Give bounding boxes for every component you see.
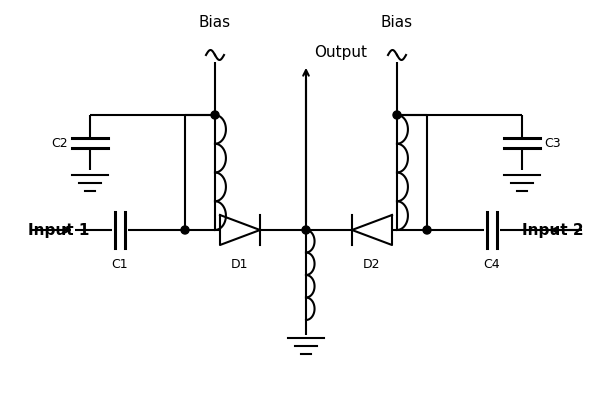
Text: C4: C4 [483,258,501,271]
Text: Bias: Bias [199,15,231,30]
Circle shape [211,111,219,119]
Text: Input 1: Input 1 [28,223,89,238]
Text: Bias: Bias [381,15,413,30]
Circle shape [423,226,431,234]
Circle shape [181,226,189,234]
Text: C1: C1 [111,258,129,271]
Text: D2: D2 [364,258,381,271]
Circle shape [302,226,310,234]
Text: Input 2: Input 2 [523,223,584,238]
Text: D1: D1 [231,258,248,271]
Text: Output: Output [314,45,367,60]
Text: C2: C2 [51,136,68,149]
Text: C3: C3 [544,136,561,149]
Circle shape [393,111,401,119]
